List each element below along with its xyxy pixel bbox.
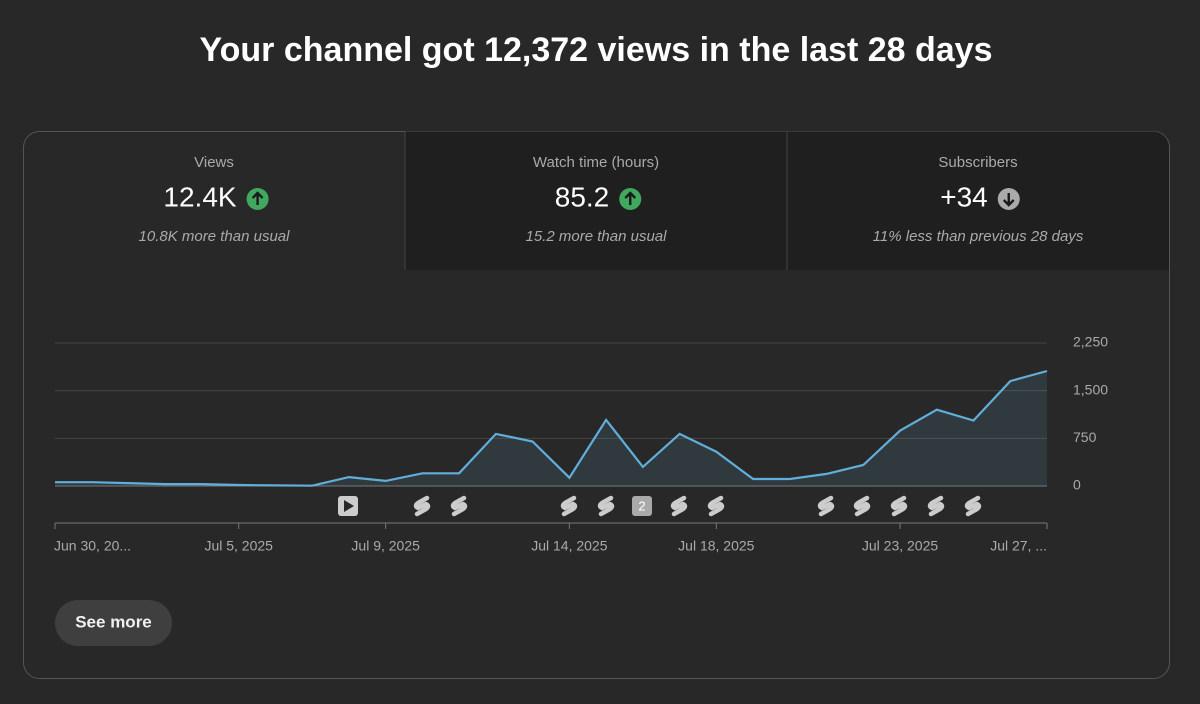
y-tick-label: 0 <box>1073 477 1081 493</box>
metric-value: 12.4K <box>163 181 236 212</box>
see-more-button[interactable] <box>55 600 172 646</box>
x-tick-label: Jul 9, 2025 <box>351 538 420 554</box>
x-tick-label: Jul 23, 2025 <box>862 538 938 554</box>
metric-value: +34 <box>940 181 988 212</box>
shorts-marker <box>450 495 468 517</box>
x-tick-label: Jul 18, 2025 <box>678 538 754 554</box>
page-title: Your channel got 12,372 views in the las… <box>199 31 992 69</box>
metric-label: Watch time (hours) <box>533 154 659 171</box>
badge-marker <box>632 496 652 516</box>
x-tick-label: Jul 14, 2025 <box>531 538 607 554</box>
x-tick-label: Jul 27, ... <box>990 538 1047 554</box>
shorts-marker <box>817 495 835 517</box>
shorts-marker <box>597 495 615 517</box>
shorts-marker <box>413 495 431 517</box>
line <box>55 369 1048 487</box>
trend-arrow <box>1002 193 1015 207</box>
metric-label: Views <box>194 154 234 171</box>
metric-label: Subscribers <box>938 154 1017 171</box>
shorts-marker <box>853 495 871 517</box>
x-tick-label: Jul 5, 2025 <box>204 538 273 554</box>
shorts-marker <box>707 495 725 517</box>
area <box>55 371 1047 486</box>
metric-note: 10.8K more than usual <box>139 228 291 245</box>
shorts-marker <box>964 495 982 517</box>
video-marker-play <box>344 500 354 512</box>
shorts-marker <box>927 495 945 517</box>
y-tick-label: 750 <box>1073 429 1097 445</box>
metric-note: 15.2 more than usual <box>526 228 668 245</box>
see-more-label[interactable]: See more <box>75 612 152 631</box>
shorts-marker <box>670 495 688 517</box>
shorts-marker <box>890 495 908 517</box>
x-tick-label: Jun 30, 20... <box>54 538 131 554</box>
trend-arrow <box>251 191 264 205</box>
trend-arrow <box>624 191 637 205</box>
y-tick-label: 1,500 <box>1073 381 1108 397</box>
metric-note: 11% less than previous 28 days <box>873 228 1084 245</box>
metric-value: 85.2 <box>555 181 610 212</box>
y-tick-label: 2,250 <box>1073 334 1108 350</box>
badge-count: 2 <box>638 498 645 513</box>
shorts-marker <box>560 495 578 517</box>
